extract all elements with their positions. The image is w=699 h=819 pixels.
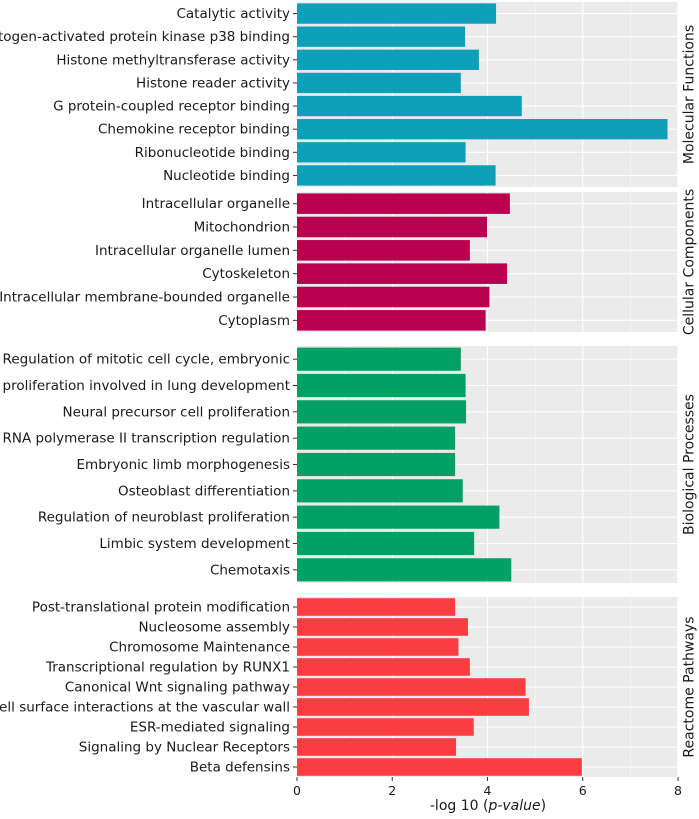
category-label: Intracellular organelle lumen [95, 243, 290, 259]
category-label: Nucleotide binding [163, 168, 290, 184]
category-label: Mitogen-activated protein kinase p38 bin… [0, 29, 290, 45]
bar [297, 347, 461, 371]
category-label: Catalytic activity [176, 6, 290, 22]
bar [297, 531, 475, 556]
category-label: Signaling by Nuclear Receptors [79, 740, 290, 756]
category-label: ESR-mediated signaling [130, 720, 290, 736]
category-label: G protein-coupled receptor binding [53, 99, 290, 115]
x-tick-label: 6 [579, 783, 587, 798]
category-label: Intracellular organelle [142, 196, 290, 212]
bar [297, 738, 457, 756]
bar [297, 310, 486, 331]
bar [297, 286, 490, 308]
x-tick-label: 4 [484, 783, 492, 798]
category-label: Histone methyltransferase activity [56, 52, 290, 68]
facet-strip [678, 346, 699, 583]
category-label: Chemotaxis [210, 562, 290, 578]
category-label: Mitochondrion [194, 220, 290, 236]
category-label: MSCs proliferation involved in lung deve… [0, 378, 290, 394]
bar [297, 165, 496, 186]
category-label: Cell surface interactions at the vascula… [0, 700, 290, 716]
category-label: Chromosome Maintenance [109, 640, 290, 656]
facet-strip [678, 192, 699, 332]
panel-1: Intracellular organelle Mitochondrion Intr… [0, 189, 699, 335]
bar [297, 193, 510, 214]
facet-strip-label: Molecular Functions [682, 25, 698, 164]
panel-3: Post-translational protein modification N… [0, 597, 699, 777]
bar [297, 119, 668, 140]
category-label: Cytoplasm [218, 313, 290, 329]
bar [297, 452, 456, 477]
panels-layer: Catalytic activity Mitogen-activated prot… [0, 2, 699, 777]
bar [297, 718, 474, 736]
bar [297, 598, 456, 616]
bar [297, 426, 456, 450]
bar [297, 49, 479, 70]
bar [297, 638, 459, 656]
facet-strip-label: Reactome Pathways [682, 616, 698, 757]
bar [297, 698, 529, 716]
bar [297, 678, 526, 696]
x-axis-title-suffix: ) [541, 798, 546, 814]
bar [297, 240, 470, 261]
bar [297, 216, 488, 238]
category-label: Cytoskeleton [202, 266, 290, 282]
category-label: Beta defensins [190, 760, 290, 776]
category-label: Intracellular membrane-bounded organelle [0, 290, 290, 306]
x-axis-title: -log 10 (p-value) [430, 798, 546, 814]
facet-strip-label: Biological Processes [682, 394, 698, 535]
bar [297, 3, 497, 24]
bar [297, 72, 461, 94]
bar [297, 400, 467, 424]
bar [297, 558, 512, 582]
facet-strip-label: Cellular Components [682, 189, 698, 335]
x-axis-title-italic: p-value [487, 798, 540, 814]
category-label: Regulation of mitotic cell cycle, embryo… [3, 352, 290, 368]
bar [297, 95, 522, 117]
x-axis-title-prefix: -log 10 ( [430, 798, 489, 814]
bar [297, 373, 466, 398]
facet-strip [678, 597, 699, 777]
bar [297, 505, 500, 529]
category-label: Embryonic limb morphogenesis [77, 457, 290, 473]
category-label: Neural precursor cell proliferation [63, 404, 290, 420]
category-label: Regulation of neuroblast proliferation [38, 510, 290, 526]
category-label: Osteoblast differentiation [118, 483, 290, 499]
bar [297, 26, 466, 47]
x-tick-label: 8 [674, 783, 682, 798]
bar [297, 758, 582, 776]
category-label: Histone reader activity [136, 75, 290, 91]
panel-0: Catalytic activity Mitogen-activated prot… [0, 2, 699, 187]
category-label: Transcriptional regulation by RUNX1 [45, 660, 290, 676]
facet-strip [678, 2, 699, 187]
x-axis: 0 2 4 6 8 [293, 777, 682, 798]
bar [297, 618, 468, 636]
panel-2: Regulation of mitotic cell cycle, embryo… [0, 346, 699, 583]
bar [297, 263, 508, 284]
bar [297, 658, 470, 676]
category-label: Nucleosome assembly [138, 620, 290, 636]
x-tick-label: 2 [388, 783, 396, 798]
category-label: Post-translational protein modification [32, 600, 290, 616]
bar [297, 142, 466, 163]
category-label: Chemokine receptor binding [98, 122, 290, 138]
category-label: Canonical Wnt signaling pathway [65, 680, 290, 696]
x-tick-label: 0 [293, 783, 301, 798]
category-label: Limbic system development [99, 536, 290, 552]
category-label: RNA polymerase II transcription regulati… [3, 431, 290, 447]
bar [297, 479, 463, 503]
category-label: Ribonucleotide binding [135, 145, 290, 161]
